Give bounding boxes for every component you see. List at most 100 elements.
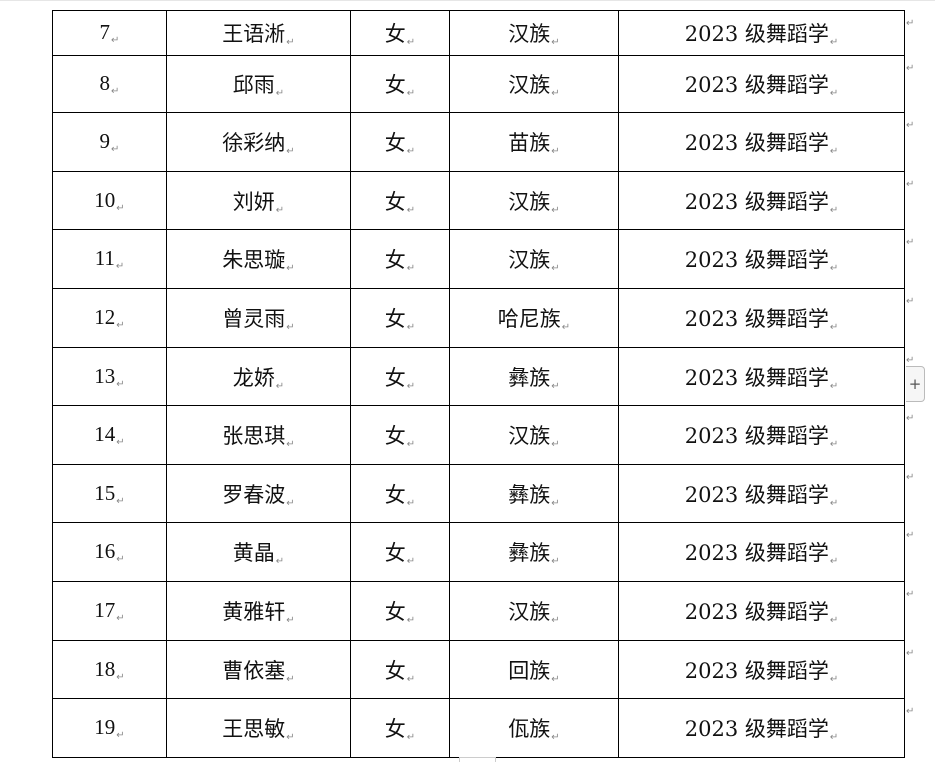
cell-text: 女 — [384, 365, 406, 390]
gender-cell[interactable]: 女↵ — [350, 171, 450, 230]
cell-text: 9 — [99, 129, 111, 153]
name-cell[interactable]: 黄晶↵ — [166, 522, 351, 582]
cell-text: 2023 级舞蹈学 — [684, 22, 829, 46]
gender-cell[interactable]: 女↵ — [350, 288, 450, 348]
class-cell[interactable]: 2023 级舞蹈学↵ — [618, 640, 905, 699]
paragraph-mark-icon: ↵ — [116, 613, 125, 624]
row-number-cell[interactable]: 9↵ — [52, 112, 167, 172]
ethnicity-cell[interactable]: 哈尼族↵ — [449, 288, 619, 348]
gender-cell[interactable]: 女↵ — [350, 55, 450, 113]
row-number-cell[interactable]: 11↵ — [52, 229, 167, 289]
row-number-cell[interactable]: 19↵ — [52, 698, 167, 758]
gender-cell[interactable]: 女↵ — [350, 581, 450, 641]
row-number-cell[interactable]: 16↵ — [52, 522, 167, 582]
gender-cell[interactable]: 女↵ — [350, 464, 450, 523]
ethnicity-cell[interactable]: 彝族↵ — [449, 464, 619, 523]
row-end-mark-icon: ↵ — [906, 237, 915, 248]
table-row: 14↵ 张思琪↵ 女↵ 汉族↵ 2023 级舞蹈学↵ — [52, 405, 905, 465]
class-cell[interactable]: 2023 级舞蹈学↵ — [618, 581, 905, 641]
gender-cell[interactable]: 女↵ — [350, 347, 450, 406]
ethnicity-cell[interactable]: 佤族↵ — [449, 698, 619, 758]
row-number-cell[interactable]: 10↵ — [52, 171, 167, 230]
ethnicity-cell[interactable]: 汉族↵ — [449, 581, 619, 641]
gender-cell[interactable]: 女↵ — [350, 112, 450, 172]
class-cell[interactable]: 2023 级舞蹈学↵ — [618, 464, 905, 523]
ethnicity-cell[interactable]: 汉族↵ — [449, 405, 619, 465]
class-cell[interactable]: 2023 级舞蹈学↵ — [618, 55, 905, 113]
name-cell[interactable]: 邱雨↵ — [166, 55, 351, 113]
gender-cell[interactable]: 女↵ — [350, 640, 450, 699]
ethnicity-cell[interactable]: 汉族↵ — [449, 10, 619, 56]
gender-cell[interactable]: 女↵ — [350, 229, 450, 289]
cell-text: 女 — [384, 482, 406, 507]
gender-cell[interactable]: 女↵ — [350, 698, 450, 758]
row-number-cell[interactable]: 14↵ — [52, 405, 167, 465]
gender-cell[interactable]: 女↵ — [350, 405, 450, 465]
row-number-cell[interactable]: 17↵ — [52, 581, 167, 641]
cell-text: 汉族 — [508, 424, 551, 448]
class-cell[interactable]: 2023 级舞蹈学↵ — [618, 10, 905, 56]
name-cell[interactable]: 龙娇↵ — [166, 347, 351, 406]
name-cell[interactable]: 王思敏↵ — [166, 698, 351, 758]
paragraph-mark-icon: ↵ — [829, 263, 839, 274]
row-number-cell[interactable]: 8↵ — [52, 55, 167, 113]
row-number-cell[interactable]: 7↵ — [52, 10, 167, 56]
name-cell[interactable]: 曾灵雨↵ — [166, 288, 351, 348]
ethnicity-cell[interactable]: 汉族↵ — [449, 229, 619, 289]
row-number-cell[interactable]: 12↵ — [52, 288, 167, 348]
table-row: 10↵ 刘妍↵ 女↵ 汉族↵ 2023 级舞蹈学↵ — [52, 171, 905, 230]
table-row: 18↵ 曹依塞↵ 女↵ 回族↵ 2023 级舞蹈学↵ — [52, 640, 905, 699]
class-cell[interactable]: 2023 级舞蹈学↵ — [618, 288, 905, 348]
row-number-cell[interactable]: 13↵ — [52, 347, 167, 406]
class-cell[interactable]: 2023 级舞蹈学↵ — [618, 171, 905, 230]
table-row: 9↵ 徐彩纳↵ 女↵ 苗族↵ 2023 级舞蹈学↵ — [52, 112, 905, 172]
paragraph-mark-icon: ↵ — [115, 261, 125, 272]
class-cell[interactable]: 2023 级舞蹈学↵ — [618, 522, 905, 582]
ethnicity-cell[interactable]: 彝族↵ — [449, 522, 619, 582]
ethnicity-cell[interactable]: 汉族↵ — [449, 55, 619, 113]
name-cell[interactable]: 张思琪↵ — [166, 405, 351, 465]
class-cell[interactable]: 2023 级舞蹈学↵ — [618, 229, 905, 289]
ethnicity-cell[interactable]: 苗族↵ — [449, 112, 619, 172]
name-cell[interactable]: 刘妍↵ — [166, 171, 351, 230]
name-cell[interactable]: 朱思璇↵ — [166, 229, 351, 289]
ethnicity-cell[interactable]: 彝族↵ — [449, 347, 619, 406]
cell-text: 7 — [99, 20, 111, 44]
paragraph-mark-icon: ↵ — [406, 673, 416, 685]
paragraph-mark-icon: ↵ — [561, 322, 571, 333]
cell-text: 罗春波 — [222, 482, 286, 507]
row-number-cell[interactable]: 15↵ — [52, 464, 167, 523]
class-cell[interactable]: 2023 级舞蹈学↵ — [618, 405, 905, 465]
row-number-cell[interactable]: 18↵ — [52, 640, 167, 699]
cell-text: 王语淅 — [222, 22, 286, 46]
paragraph-mark-icon: ↵ — [275, 556, 285, 567]
paragraph-mark-icon: ↵ — [116, 320, 125, 331]
class-cell[interactable]: 2023 级舞蹈学↵ — [618, 347, 905, 406]
name-cell[interactable]: 罗春波↵ — [166, 464, 351, 523]
paragraph-mark-icon: ↵ — [551, 732, 560, 743]
cell-text: 2023 级舞蹈学 — [684, 73, 829, 97]
paragraph-mark-icon: ↵ — [829, 732, 839, 743]
cell-text: 2023 级舞蹈学 — [684, 189, 829, 214]
name-cell[interactable]: 徐彩纳↵ — [166, 112, 351, 172]
student-table: 7↵ 王语淅↵ 女↵ 汉族↵ 2023 级舞蹈学↵ 8↵ 邱雨↵ 女↵ 汉族↵ 2023 级舞蹈学… — [52, 10, 905, 758]
cell-text: 2023 级舞蹈学 — [684, 248, 829, 272]
add-row-button[interactable]: + — [906, 366, 925, 402]
gender-cell[interactable]: 女↵ — [350, 522, 450, 582]
name-cell[interactable]: 黄雅轩↵ — [166, 581, 351, 641]
gender-cell[interactable]: 女↵ — [350, 10, 450, 56]
paragraph-mark-icon: ↵ — [286, 322, 295, 333]
paragraph-mark-icon: ↵ — [829, 380, 839, 392]
class-cell[interactable]: 2023 级舞蹈学↵ — [618, 698, 905, 758]
name-cell[interactable]: 王语淅↵ — [166, 10, 351, 56]
cell-text: 汉族 — [508, 600, 551, 624]
paragraph-mark-icon: ↵ — [116, 495, 125, 507]
ethnicity-cell[interactable]: 汉族↵ — [449, 171, 619, 230]
cell-text: 18 — [94, 656, 116, 681]
paragraph-mark-icon: ↵ — [829, 497, 839, 509]
name-cell[interactable]: 曹依塞↵ — [166, 640, 351, 699]
class-cell[interactable]: 2023 级舞蹈学↵ — [618, 112, 905, 172]
ethnicity-cell[interactable]: 回族↵ — [449, 640, 619, 699]
cell-text: 徐彩纳 — [222, 131, 286, 155]
row-end-mark-icon: ↵ — [906, 179, 915, 190]
